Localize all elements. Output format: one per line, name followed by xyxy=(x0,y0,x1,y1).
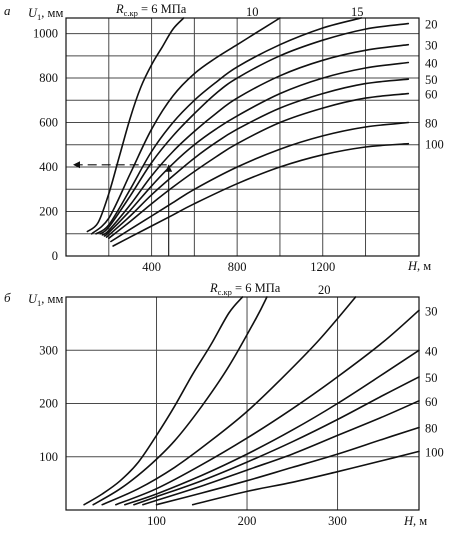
series-line-60 xyxy=(108,92,410,239)
annotation-left-arrowhead xyxy=(73,161,80,169)
chart-panel-a: a 400 800 1200 0 200 400 600 800 1000 U1, мм H, … xyxy=(4,2,444,274)
series-label-100: 100 xyxy=(425,445,444,459)
series-line-20 xyxy=(101,296,357,506)
series-label-20: 20 xyxy=(318,283,331,297)
series-line-10 xyxy=(92,296,268,506)
x-axis-label-b: H, м xyxy=(403,514,427,528)
x-tick-label: 800 xyxy=(228,260,247,274)
y-tick-label: 200 xyxy=(39,205,58,219)
series-label-60: 60 xyxy=(425,395,438,409)
plot-frame-a xyxy=(65,17,420,257)
x-tick-label: 100 xyxy=(147,514,166,528)
x-tick-label: 1200 xyxy=(310,260,335,274)
tick-labels-b: 100 200 300 100 200 300 xyxy=(39,343,347,528)
y-tick-label: 200 xyxy=(39,397,58,411)
grid-a xyxy=(66,18,419,256)
grid-b xyxy=(66,297,419,510)
series-label-40: 40 xyxy=(425,344,438,358)
legend-title-b: Rс.кр = 6 МПа xyxy=(209,281,281,297)
series-label-50: 50 xyxy=(425,73,438,87)
tick-labels-a: 400 800 1200 0 200 400 600 800 1000 xyxy=(33,27,335,274)
x-tick-label: 400 xyxy=(142,260,161,274)
y-tick-label: 300 xyxy=(39,343,58,357)
series-label-50: 50 xyxy=(425,371,438,385)
y-tick-label: 800 xyxy=(39,71,58,85)
series-line-50 xyxy=(133,376,420,506)
series-line-50 xyxy=(105,78,410,238)
y-tick-label: 1000 xyxy=(33,27,58,41)
curves-a xyxy=(86,17,410,247)
series-label-40: 40 xyxy=(425,56,438,70)
series-label-20: 20 xyxy=(425,18,438,32)
x-tick-label: 200 xyxy=(238,514,257,528)
series-line-100 xyxy=(191,450,420,506)
curves-b xyxy=(83,296,420,506)
series-line-80 xyxy=(110,121,410,243)
series-line-40 xyxy=(103,61,410,237)
y-tick-label: 100 xyxy=(39,450,58,464)
series-label-15: 15 xyxy=(351,5,364,19)
series-line-20 xyxy=(99,22,410,235)
series-line-100 xyxy=(112,142,410,247)
panel-label-b: б xyxy=(4,290,11,305)
annotation-up-arrowhead xyxy=(165,164,173,172)
series-label-10: 10 xyxy=(246,5,259,19)
legend-title-a: Rс.кр = 6 МПа xyxy=(115,2,187,18)
chart-panel-b: б 100 200 300 100 200 300 U1, мм H, м Rс.кр =… xyxy=(4,281,444,528)
y-tick-label: 400 xyxy=(39,160,58,174)
series-label-60: 60 xyxy=(425,88,438,102)
y-tick-label: 0 xyxy=(52,249,58,263)
series-line-6 xyxy=(83,296,244,506)
series-label-80: 80 xyxy=(425,421,438,435)
series-line-15 xyxy=(95,17,362,235)
series-line-80 xyxy=(155,426,420,506)
example-annotation-a xyxy=(73,161,173,256)
series-line-60 xyxy=(142,400,420,506)
y-axis-label-b: U1, мм xyxy=(28,292,63,308)
series-line-10 xyxy=(90,17,281,235)
series-label-30: 30 xyxy=(425,39,438,53)
x-tick-label: 300 xyxy=(328,514,347,528)
x-axis-label-a: H, м xyxy=(407,259,431,273)
series-label-100: 100 xyxy=(425,138,444,152)
series-line-40 xyxy=(124,349,420,506)
series-labels-b: 20 30 40 50 60 80 100 xyxy=(318,283,444,459)
y-tick-label: 600 xyxy=(39,116,58,130)
panel-label-a: a xyxy=(4,3,11,18)
series-label-30: 30 xyxy=(425,304,438,318)
series-line-6 xyxy=(86,17,185,233)
y-axis-label-a: U1, мм xyxy=(28,6,63,22)
series-label-80: 80 xyxy=(425,117,438,131)
series-line-30 xyxy=(101,43,410,236)
series-line-30 xyxy=(115,309,420,506)
